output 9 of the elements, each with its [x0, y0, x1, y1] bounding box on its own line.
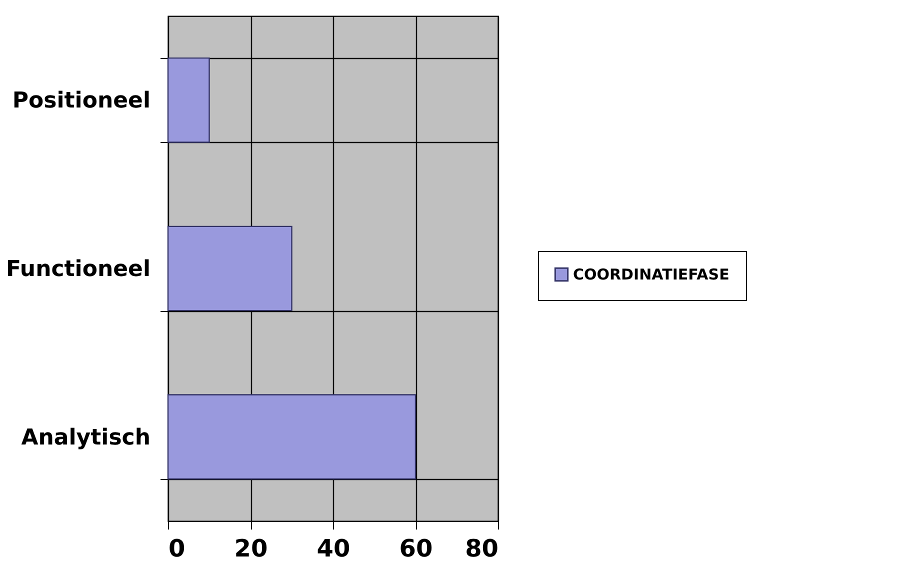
x-tick-label: 0 — [168, 534, 186, 562]
y-tick-label: Functioneel — [6, 257, 150, 282]
y-tick-label: Analytisch — [21, 425, 150, 450]
x-tick-label: 60 — [399, 534, 433, 562]
y-tick-label: Positioneel — [12, 88, 150, 114]
x-tick-label: 80 — [465, 534, 498, 562]
x-tick-label: 20 — [234, 534, 268, 562]
x-tick-label: 40 — [316, 534, 350, 562]
legend-label: COORDINATIEFASE — [573, 266, 730, 284]
